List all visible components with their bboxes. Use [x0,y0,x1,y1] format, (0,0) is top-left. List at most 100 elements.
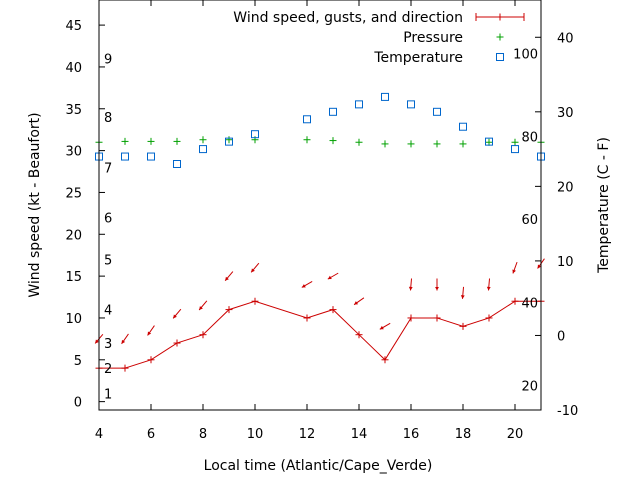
pressure-point [199,136,207,144]
y-right-tick-label: 30 [557,106,574,121]
y-left-tick-label: 45 [65,19,82,34]
wind-direction-arrow [172,308,182,319]
pressure-point [355,138,363,146]
wind-direction-arrow [435,278,439,291]
fahrenheit-label: 60 [521,213,538,228]
wind-direction-arrow [512,261,518,274]
wind-direction-head [435,286,439,291]
pressure-point [147,137,155,145]
temperature-point [173,160,181,168]
x-axis: 4 6 8 10 12 14 16 18 20 [95,0,523,442]
wind-speed-point [121,364,129,372]
wind-direction-head [486,286,491,291]
fahrenheit-scale: 20 40 60 80 100 [513,48,538,395]
beaufort-label: 2 [104,362,112,377]
wind-speed-point [459,322,467,330]
y-right-tick-label: 20 [557,180,574,195]
fahrenheit-label: 80 [521,130,538,145]
temperature-point [459,122,467,131]
beaufort-label: 8 [104,111,112,126]
wind-direction-head [512,269,516,274]
x-tick-label: 6 [147,427,155,442]
fahrenheit-label: 20 [521,379,538,394]
temperature-point [511,145,519,154]
beaufort-label: 5 [104,253,112,268]
y-left-tick-label: 20 [65,228,82,243]
wind-direction-head [327,275,332,280]
wind-direction-arrow [327,272,339,280]
wind-speed-point [433,314,441,322]
temperature-point [251,130,259,139]
wind-speed-point [485,314,493,322]
wind-direction-head [199,306,203,311]
pressure-point [433,140,441,148]
temperature-point [433,107,441,116]
pressure-point [329,137,337,145]
wind-direction-arrow [379,322,391,330]
beaufort-label: 1 [104,387,112,402]
wind-direction-head [354,301,359,305]
wind-direction-head [95,339,99,344]
chart-marks [94,92,545,372]
wind-speed-point [303,314,311,322]
wind-direction-arrow [408,278,413,291]
y-left-tick-label: 10 [65,312,82,327]
y-left-tick-label: 5 [74,354,82,369]
beaufort-label: 6 [104,212,112,227]
pressure-point [485,138,493,146]
wind-direction-arrow [486,278,491,291]
legend-swatch-wind-plus [496,13,504,21]
x-tick-label: 12 [299,427,316,442]
y-axis-left: 0 5 10 15 20 25 30 35 40 45 [65,19,105,411]
wind-direction-head [301,284,306,288]
temperature-point [355,100,363,109]
pressure-point [173,137,181,145]
wind-speed-point [381,356,389,364]
wind-speed-point [147,356,155,364]
wind-speed-line [99,300,541,369]
wind-speed-point [225,306,233,314]
pressure-point [121,137,129,145]
x-tick-label: 10 [247,427,264,442]
wind-speed-point [407,314,415,322]
y-left-tick-label: 30 [65,145,82,160]
pressure-point [225,136,233,144]
wind-speed-point [173,339,181,347]
fahrenheit-label: 100 [513,48,538,63]
y-left-tick-label: 35 [65,103,82,118]
wind-direction-arrow [224,271,234,282]
plot-frame [98,0,542,411]
wind-direction-head [460,295,465,299]
wind-direction-arrow [147,325,155,336]
x-tick-label: 14 [351,427,368,442]
x-tick-label: 18 [455,427,472,442]
y-right-tick-label: 0 [557,329,565,344]
wind-direction-arrow [301,281,313,288]
y-axis-right: -10 0 10 20 30 40 [535,31,578,419]
wind-direction-head [225,276,229,281]
wind-direction-head [251,268,255,273]
wind-direction-head [147,331,152,336]
beaufort-scale: 1 2 3 4 5 6 7 8 9 [104,53,112,403]
y-left-tick-label: 15 [65,270,82,285]
pressure-point [511,138,519,146]
x-tick-label: 20 [507,427,524,442]
y-right-tick-label: -10 [557,404,578,419]
temperature-point [485,137,493,146]
temperature-point [407,100,415,109]
temperature-point [147,152,155,161]
legend-swatches [475,13,525,61]
x-tick-label: 8 [199,427,207,442]
wind-speed-point [251,297,259,305]
wind-direction-head [537,264,542,269]
temperature-point [199,145,207,154]
x-tick-label: 16 [403,427,420,442]
wind-speed-point [329,306,337,314]
fahrenheit-label: 40 [521,297,538,312]
x-axis-title: Local time (Atlantic/Cape_Verde) [204,458,433,474]
temperature-point [121,152,129,161]
x-tick-label: 4 [95,427,103,442]
temperature-point [303,115,311,124]
pressure-point [407,140,415,148]
